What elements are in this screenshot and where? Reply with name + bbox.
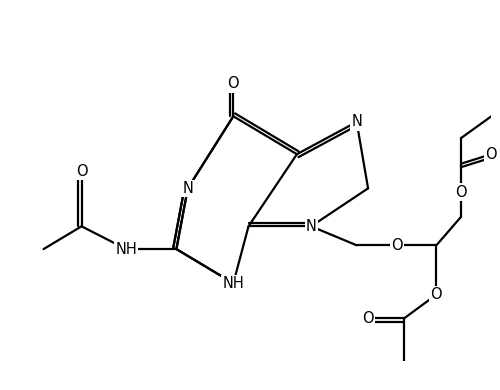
Text: NH: NH [222, 276, 244, 291]
Text: N: N [351, 114, 362, 129]
Text: O: O [455, 184, 467, 200]
Text: O: O [362, 311, 374, 326]
Text: O: O [486, 147, 497, 162]
Text: N: N [182, 181, 193, 196]
Text: O: O [430, 287, 442, 302]
Text: O: O [76, 164, 88, 179]
Text: N: N [306, 219, 316, 234]
Text: O: O [390, 238, 402, 253]
Text: O: O [228, 76, 239, 92]
Text: NH: NH [115, 241, 137, 257]
